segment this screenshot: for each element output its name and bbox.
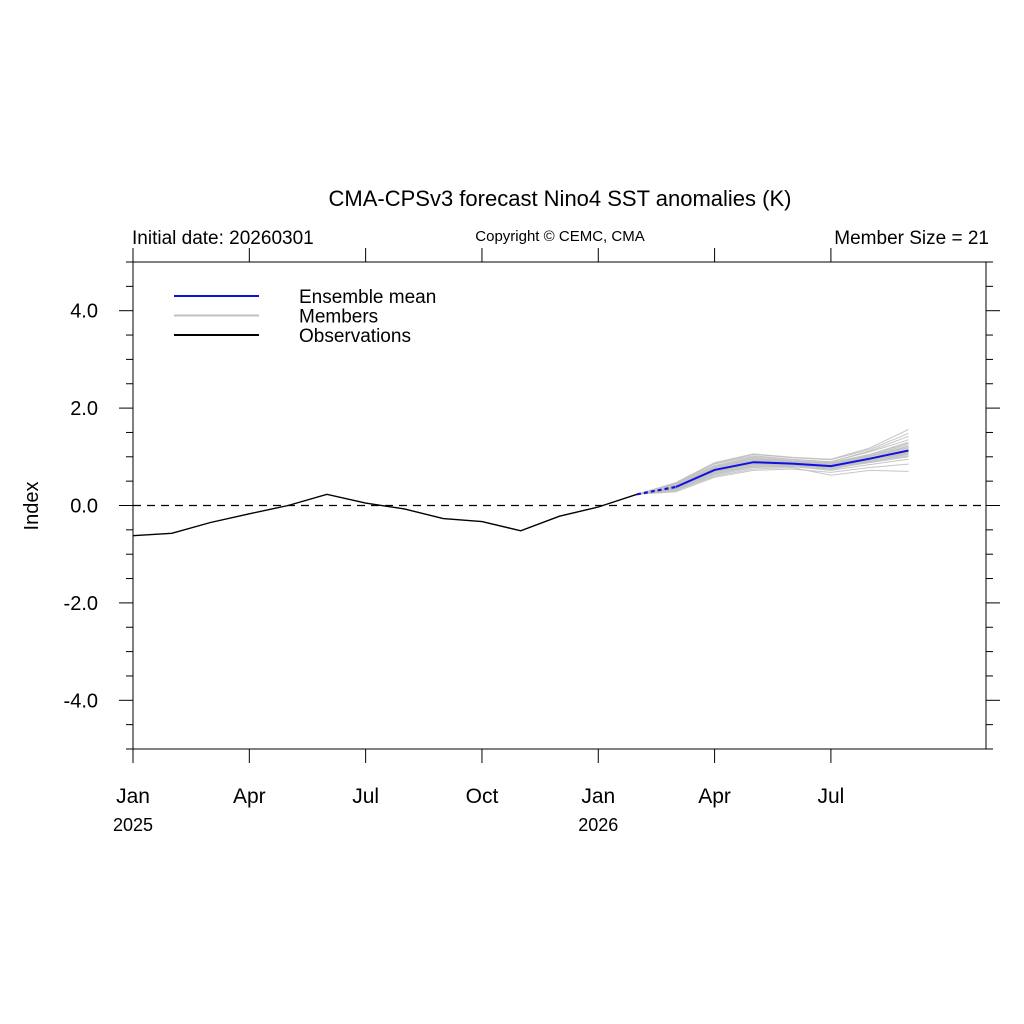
y-tick-label: 2.0 xyxy=(70,398,98,420)
ensemble-mean-layer xyxy=(636,449,909,496)
legend-label: Members xyxy=(299,307,378,328)
chart-title: CMA-CPSv3 forecast Nino4 SST anomalies (… xyxy=(329,186,792,211)
observations-layer xyxy=(132,493,638,537)
x-tick-label: Jan xyxy=(581,785,615,808)
x-tick-label: Jul xyxy=(817,785,844,808)
member-line-17 xyxy=(636,442,909,495)
member-size-label: Member Size = 21 xyxy=(834,228,989,249)
legend-label: Ensemble mean xyxy=(299,287,436,308)
y-tick-label: -4.0 xyxy=(64,690,98,712)
y-tick-label: 0.0 xyxy=(70,496,98,518)
observations-line xyxy=(132,493,638,537)
member-line-10 xyxy=(636,435,909,495)
member-line-15 xyxy=(636,455,909,495)
member-line-11 xyxy=(636,463,909,495)
member-line-21 xyxy=(636,429,909,495)
ensemble-mean-line xyxy=(675,449,909,488)
x-tick-label: Oct xyxy=(466,785,499,808)
ticks-layer: 4.0 2.0 0.0 -2.0 -4.0 Jan 2025 Apr Jul Oct Jan 2026… xyxy=(64,248,1000,835)
member-line-20 xyxy=(636,453,909,495)
x-tick-year-label: 2025 xyxy=(113,815,153,835)
member-line-19 xyxy=(636,445,909,495)
x-tick-label: Jul xyxy=(352,785,379,808)
member-line-18 xyxy=(636,466,909,495)
x-tick-label: Apr xyxy=(233,785,266,808)
x-tick-year-label: 2026 xyxy=(578,815,618,835)
member-line-12 xyxy=(636,458,909,495)
x-tick-label: Apr xyxy=(698,785,731,808)
y-axis-label: Index xyxy=(21,482,43,531)
initial-date-label: Initial date: 20260301 xyxy=(132,228,314,249)
copyright-label: Copyright © CEMC, CMA xyxy=(475,228,644,245)
legend-label: Observations xyxy=(299,326,411,347)
y-tick-label: -2.0 xyxy=(64,593,98,615)
y-tick-label: 4.0 xyxy=(70,301,98,323)
x-tick-label: Jan xyxy=(116,785,150,808)
